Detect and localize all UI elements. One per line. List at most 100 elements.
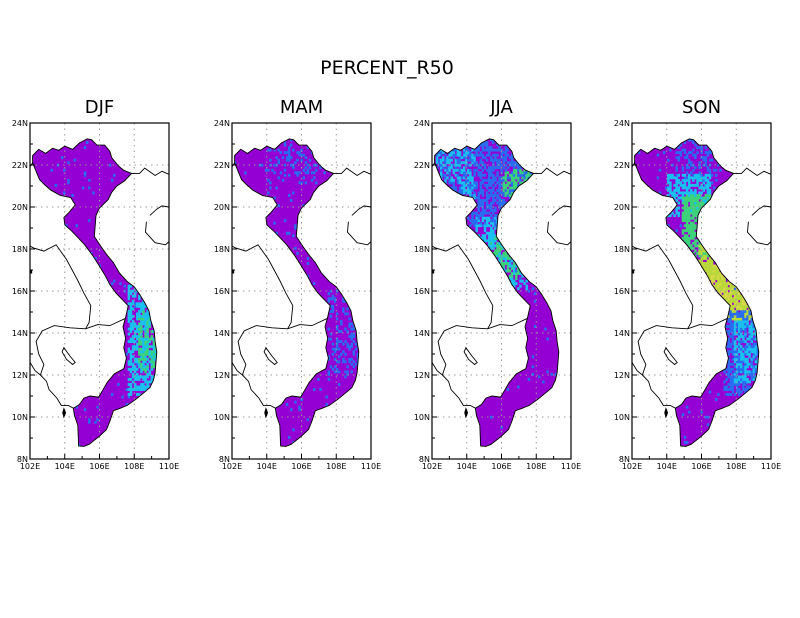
value-cell <box>458 181 462 185</box>
value-cell <box>469 193 472 197</box>
value-cell <box>498 196 501 200</box>
value-cell <box>742 337 745 341</box>
value-cell <box>113 173 116 177</box>
value-cell <box>510 183 514 187</box>
value-cell <box>517 163 520 167</box>
value-cell <box>487 236 491 240</box>
value-cell <box>750 357 753 361</box>
value-cell <box>127 393 131 396</box>
value-cell <box>710 181 714 185</box>
value-cell <box>477 166 480 170</box>
value-cell <box>515 183 518 187</box>
value-cell <box>152 340 156 344</box>
value-cell <box>487 178 491 182</box>
value-cell <box>502 188 506 192</box>
value-cell <box>135 362 139 366</box>
value-cell <box>719 282 722 286</box>
value-cell <box>281 156 285 160</box>
value-cell <box>702 196 706 200</box>
value-cell <box>129 307 133 311</box>
value-cell <box>315 163 318 167</box>
value-cell <box>148 380 151 384</box>
value-cell <box>271 168 274 172</box>
value-cell <box>154 347 157 351</box>
value-cell <box>285 156 289 160</box>
value-cell <box>481 153 485 157</box>
value-cell <box>727 294 731 298</box>
value-cell <box>479 211 483 215</box>
value-cell <box>731 299 735 303</box>
value-cell <box>131 367 135 371</box>
value-cell <box>696 176 699 180</box>
value-cell <box>512 262 516 265</box>
value-cell <box>483 226 487 230</box>
value-cell <box>525 173 528 177</box>
value-cell <box>515 186 518 190</box>
value-cell <box>700 191 703 195</box>
value-cell <box>754 350 758 354</box>
value-cell <box>687 224 691 228</box>
value-cell <box>467 148 470 152</box>
value-cell <box>504 183 508 187</box>
value-cell <box>452 148 455 152</box>
value-cell <box>687 176 691 180</box>
value-cell <box>448 181 451 185</box>
grid-lines <box>432 123 571 459</box>
value-cell <box>683 181 687 185</box>
value-cell <box>512 282 516 286</box>
value-cell <box>485 199 489 202</box>
value-cell <box>685 204 689 207</box>
value-cell <box>138 302 141 306</box>
value-cell <box>750 360 753 364</box>
value-cell <box>458 156 462 160</box>
value-cell <box>725 325 728 328</box>
value-cell <box>454 163 458 167</box>
value-cell <box>133 345 137 349</box>
value-cell <box>700 410 703 414</box>
value-cell <box>296 251 299 255</box>
value-cell <box>685 405 689 409</box>
value-cell <box>690 188 693 192</box>
value-cell <box>694 204 697 207</box>
value-cell <box>729 304 733 308</box>
value-cell <box>712 277 716 281</box>
value-cell <box>508 264 512 268</box>
value-cell <box>458 153 462 157</box>
value-cell <box>127 297 131 301</box>
value-cell <box>700 146 703 150</box>
value-cell <box>740 340 743 344</box>
value-cell <box>296 171 299 175</box>
value-cell <box>531 355 535 359</box>
value-cell <box>687 239 691 243</box>
value-cell <box>475 151 478 155</box>
value-cell <box>152 347 156 351</box>
value-cell <box>733 380 737 384</box>
value-cell <box>467 176 470 180</box>
value-cell <box>727 292 731 296</box>
value-cell <box>681 231 685 235</box>
value-cell <box>685 214 689 218</box>
value-cell <box>485 146 489 150</box>
value-cell <box>298 151 301 155</box>
value-cell <box>146 385 149 389</box>
value-cell <box>133 385 137 389</box>
value-cell <box>502 199 506 202</box>
value-cell <box>746 347 749 351</box>
value-cell <box>487 204 491 207</box>
value-cell <box>144 337 147 341</box>
value-cell <box>698 209 701 213</box>
value-cell <box>454 166 458 170</box>
value-cell <box>508 277 512 281</box>
value-cell <box>146 350 149 354</box>
value-cell <box>510 282 514 286</box>
value-cell <box>144 380 147 384</box>
value-cell <box>500 176 503 180</box>
value-cell <box>50 168 53 172</box>
value-cell <box>750 375 753 379</box>
value-cell <box>677 173 680 177</box>
value-cell <box>481 236 485 240</box>
value-cell <box>454 148 458 152</box>
island <box>664 407 669 419</box>
value-cell <box>487 231 491 235</box>
